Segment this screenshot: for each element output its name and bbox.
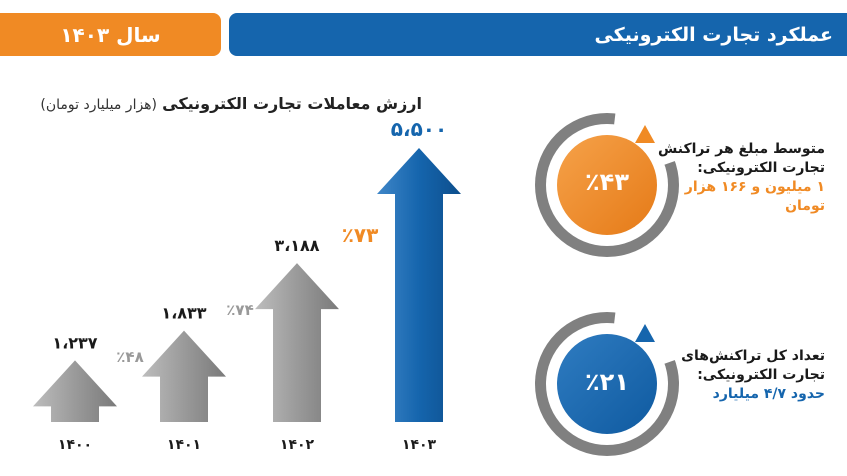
- bar-arrow-4: [377, 148, 461, 422]
- kpi-transaction-count-value: حدود ۴/۷ میلیارد: [712, 386, 825, 402]
- growth-label-3: ٪۷۳: [342, 223, 379, 247]
- bar-value-label-4: ۵،۵۰۰: [391, 117, 447, 141]
- kpi-avg-transaction-value: ۱ میلیون و ۱۶۶ هزار تومان: [684, 179, 825, 214]
- kpi-avg-transaction-percent: ٪۴۳: [585, 168, 629, 196]
- kpi-avg-transaction-title: متوسط مبلغ هر تراکنش تجارت الکترونیکی:: [657, 141, 825, 176]
- triangle-up-icon: [635, 324, 655, 342]
- kpi-ring-inner-2: [557, 334, 657, 434]
- bar-value-label-2: ۱،۸۳۳: [161, 304, 206, 323]
- section-title: عملکرد تجارت الکترونیکی: [594, 23, 833, 46]
- growth-label-1: ٪۴۸: [116, 348, 143, 366]
- chart-title-text: ارزش معاملات تجارت الکترونیکی: [162, 94, 422, 113]
- year-banner: سال ۱۴۰۳: [0, 13, 221, 56]
- kpi-transaction-count: تعداد کل تراکنش‌های تجارت الکترونیکی: حد…: [655, 347, 825, 404]
- section-title-banner: عملکرد تجارت الکترونیکی: [229, 13, 847, 56]
- chart-unit: (هزار میلیارد تومان): [40, 97, 158, 113]
- bar-arrow-2: [142, 330, 226, 422]
- category-label-3: ۱۴۰۲: [280, 437, 315, 453]
- kpi-transaction-count-percent: ٪۲۱: [585, 368, 629, 396]
- category-label-1: ۱۴۰۰: [58, 437, 92, 453]
- category-label-2: ۱۴۰۱: [167, 437, 201, 453]
- kpi-transaction-count-title: تعداد کل تراکنش‌های تجارت الکترونیکی:: [681, 348, 825, 383]
- year-label: سال ۱۴۰۳: [60, 22, 161, 47]
- kpi-avg-transaction: متوسط مبلغ هر تراکنش تجارت الکترونیکی: ۱…: [655, 140, 825, 216]
- growth-label-2: ٪۷۴: [226, 301, 253, 319]
- triangle-up-icon: [635, 125, 655, 143]
- chart-title: ارزش معاملات تجارت الکترونیکی (هزار میلی…: [30, 94, 422, 113]
- bar-value-label-3: ۳،۱۸۸: [274, 236, 319, 255]
- bar-value-label-1: ۱،۲۳۷: [52, 333, 97, 352]
- category-label-4: ۱۴۰۳: [402, 437, 437, 453]
- kpi-ring-inner-1: [557, 135, 657, 235]
- bar-arrow-1: [33, 360, 117, 422]
- bar-arrow-3: [255, 263, 339, 422]
